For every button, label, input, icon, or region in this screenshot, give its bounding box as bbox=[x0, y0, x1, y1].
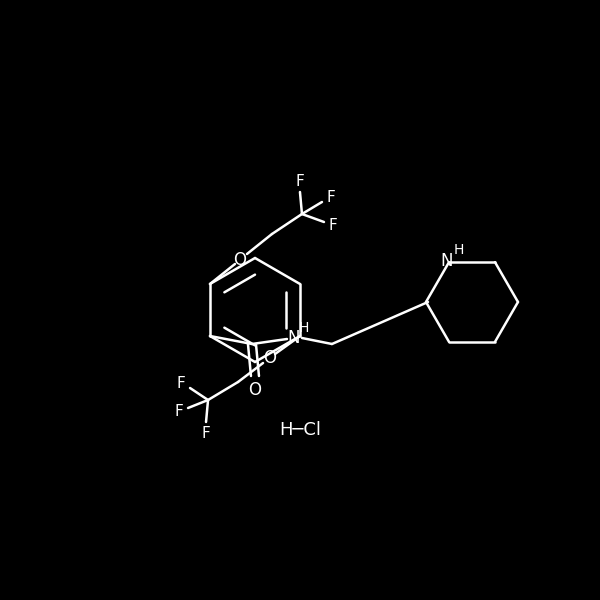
Text: F: F bbox=[296, 175, 304, 190]
Text: O: O bbox=[248, 381, 262, 399]
Text: O: O bbox=[263, 349, 277, 367]
Text: H: H bbox=[454, 243, 464, 257]
Text: H─Cl: H─Cl bbox=[279, 421, 321, 439]
Text: F: F bbox=[176, 376, 185, 391]
Text: F: F bbox=[329, 217, 337, 232]
Text: N: N bbox=[288, 329, 300, 347]
Text: O: O bbox=[233, 251, 247, 269]
Text: H: H bbox=[299, 321, 309, 335]
Text: F: F bbox=[202, 427, 211, 442]
Text: F: F bbox=[326, 190, 335, 205]
Text: N: N bbox=[441, 252, 453, 270]
Text: F: F bbox=[175, 403, 184, 419]
